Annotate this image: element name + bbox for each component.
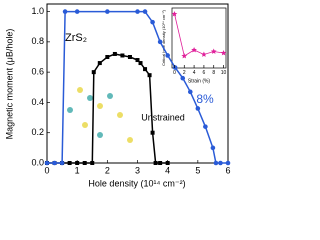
marker <box>210 145 216 151</box>
marker <box>90 161 95 165</box>
marker <box>187 89 193 95</box>
marker <box>150 19 155 25</box>
y-tick-label: 0.8 <box>31 36 44 46</box>
x-tick-label: 2 <box>105 165 110 175</box>
marker <box>135 9 140 14</box>
marker <box>220 50 227 56</box>
marker <box>171 11 178 17</box>
marker <box>62 9 68 14</box>
marker <box>82 161 87 165</box>
inset-x-label: Strain (%) <box>188 78 211 84</box>
marker <box>165 161 170 165</box>
marker <box>67 161 72 165</box>
x-tick-label: 6 <box>203 70 206 76</box>
x-tick-label: 1 <box>75 165 80 175</box>
marker <box>172 65 178 70</box>
y-tick-label: 0.0 <box>31 157 44 167</box>
series-label: Unstrained <box>141 112 185 122</box>
marker <box>213 160 219 166</box>
series-line <box>47 53 168 164</box>
marker <box>150 130 155 135</box>
marker <box>44 160 50 166</box>
marker <box>120 53 125 58</box>
x-tick-label: 8 <box>212 70 215 76</box>
marker <box>181 53 188 59</box>
marker <box>52 160 57 166</box>
x-tick-label: 4 <box>165 165 170 175</box>
structure-sketch <box>67 87 133 143</box>
marker <box>142 9 148 14</box>
marker <box>59 160 65 166</box>
marker <box>180 75 186 81</box>
inset-frame <box>171 7 227 69</box>
annotation: ZrS₂ <box>65 32 87 44</box>
y-tick-label: 0.6 <box>31 67 44 77</box>
marker <box>138 61 143 66</box>
y-tick-label: 0.2 <box>31 127 44 137</box>
marker <box>105 9 110 14</box>
x-tick-label: 0 <box>173 70 176 76</box>
x-tick-label: 5 <box>195 165 200 175</box>
marker <box>195 106 201 111</box>
marker <box>97 61 102 66</box>
marker <box>158 161 163 165</box>
marker <box>135 58 140 63</box>
marker <box>191 47 197 53</box>
y-tick-label: 0.4 <box>31 97 44 107</box>
y-tick-label: 1.0 <box>31 6 44 16</box>
series-label: 8% <box>196 92 214 106</box>
marker <box>153 161 158 165</box>
x-tick-label: 3 <box>135 165 140 175</box>
x-tick-label: 0 <box>44 165 49 175</box>
marker <box>225 160 231 166</box>
marker <box>210 48 217 54</box>
marker <box>165 53 170 58</box>
series-line <box>174 13 224 57</box>
inset-y-label: Critical hole density (10¹⁴ cm⁻²) <box>161 9 166 66</box>
x-tick-label: 10 <box>221 70 227 76</box>
marker <box>127 55 132 59</box>
x-tick-label: 2 <box>183 70 186 76</box>
x-tick-label: 4 <box>193 70 196 76</box>
marker <box>147 73 152 78</box>
marker <box>74 9 80 14</box>
marker <box>218 160 223 166</box>
x-tick-label: 6 <box>225 165 230 175</box>
marker <box>203 124 208 129</box>
marker <box>112 51 117 56</box>
y-axis-label: Magnetic moment (μB/hole) <box>4 29 14 140</box>
marker <box>105 55 110 59</box>
marker <box>75 161 80 165</box>
x-axis-label: Hole density (10¹⁴ cm⁻²) <box>88 178 185 188</box>
marker <box>91 70 96 75</box>
marker <box>201 51 207 57</box>
marker <box>143 67 148 72</box>
marker <box>157 39 163 45</box>
chart: ZrS₂ Hole density (10¹⁴ cm⁻²) Magnetic m… <box>4 3 231 188</box>
